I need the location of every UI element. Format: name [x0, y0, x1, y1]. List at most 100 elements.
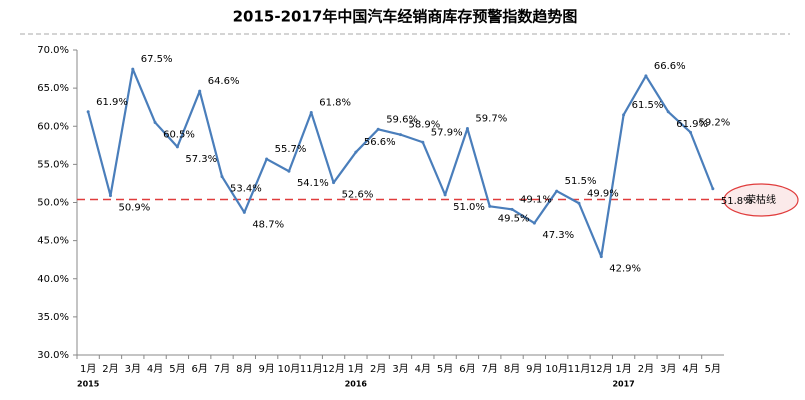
x-tick-label: 6月: [192, 363, 208, 375]
x-tick-label: 1月: [348, 363, 364, 375]
year-label: 2015: [77, 380, 100, 389]
data-label: 60.5%: [163, 129, 195, 140]
data-label: 49.1%: [520, 194, 552, 205]
data-label: 61.9%: [96, 97, 128, 108]
data-point: [622, 113, 626, 117]
data-label: 66.6%: [654, 61, 686, 72]
data-point: [577, 201, 581, 205]
data-point: [555, 189, 559, 193]
data-label: 64.6%: [208, 76, 240, 87]
data-label: 49.9%: [587, 188, 619, 199]
data-point: [354, 150, 358, 154]
data-point: [309, 111, 313, 115]
data-label: 54.1%: [297, 178, 329, 189]
data-point: [287, 169, 291, 173]
data-point: [510, 207, 514, 211]
x-tick-label: 8月: [236, 363, 252, 375]
data-label: 57.9%: [431, 127, 463, 138]
data-point: [376, 127, 380, 131]
x-tick-label: 2月: [638, 363, 654, 375]
y-tick-label: 50.0%: [37, 198, 69, 209]
y-tick-label: 35.0%: [37, 312, 69, 323]
y-tick-label: 40.0%: [37, 274, 69, 285]
data-label: 47.3%: [542, 230, 574, 241]
x-tick-label: 7月: [214, 363, 230, 375]
year-label: 2016: [345, 380, 368, 389]
x-tick-label: 5月: [169, 363, 185, 375]
x-tick-label: 2月: [102, 363, 118, 375]
data-point: [332, 181, 336, 185]
x-tick-label: 2月: [370, 363, 386, 375]
x-tick-label: 9月: [258, 363, 274, 375]
data-point: [644, 74, 648, 78]
data-label: 51.8%: [721, 196, 753, 207]
data-label: 42.9%: [609, 264, 641, 275]
data-point: [131, 67, 135, 71]
x-tick-label: 8月: [504, 363, 520, 375]
x-tick-label: 3月: [660, 363, 676, 375]
data-label: 51.5%: [565, 176, 597, 187]
y-tick-label: 30.0%: [37, 350, 69, 361]
data-label: 50.9%: [118, 203, 150, 214]
data-point: [599, 255, 603, 259]
data-label: 61.9%: [676, 119, 708, 130]
data-point: [532, 221, 536, 225]
data-label: 59.6%: [386, 114, 418, 125]
x-tick-label: 11月: [568, 363, 591, 375]
y-tick-label: 65.0%: [37, 83, 69, 94]
data-point: [399, 133, 402, 137]
data-label: 58.9%: [409, 120, 441, 131]
data-label: 59.2%: [699, 117, 731, 128]
data-point: [443, 193, 447, 197]
data-label: 48.7%: [252, 219, 284, 230]
data-point: [421, 140, 425, 144]
data-label: 53.4%: [230, 184, 262, 195]
x-tick-label: 9月: [526, 363, 542, 375]
x-tick-label: 10月: [545, 363, 568, 375]
data-point: [153, 120, 157, 124]
x-tick-label: 4月: [415, 363, 431, 375]
x-tick-label: 10月: [278, 363, 301, 375]
x-tick-label: 4月: [682, 363, 698, 375]
data-point: [465, 127, 469, 131]
x-tick-label: 4月: [147, 363, 163, 375]
data-point: [198, 89, 202, 93]
data-line: [87, 67, 714, 258]
data-point: [86, 110, 90, 114]
x-tick-label: 12月: [590, 363, 613, 375]
x-tick-label: 3月: [392, 363, 408, 375]
data-label: 61.5%: [632, 100, 664, 111]
year-label: 2017: [612, 380, 634, 389]
data-point: [175, 145, 179, 149]
y-tick-label: 70.0%: [37, 45, 69, 56]
data-label: 57.3%: [185, 154, 217, 165]
data-point: [666, 110, 670, 114]
data-point: [108, 194, 112, 198]
x-tick-label: 1月: [615, 363, 631, 375]
data-label: 59.7%: [475, 114, 507, 125]
data-label: 56.6%: [364, 137, 396, 148]
x-tick-label: 5月: [437, 363, 453, 375]
chart-title: 2015-2017年中国汽车经销商库存预警指数趋势图: [233, 8, 578, 26]
data-point: [689, 130, 693, 134]
data-point: [488, 204, 492, 208]
x-tick-label: 12月: [322, 363, 345, 375]
data-label: 49.5%: [498, 213, 530, 224]
data-label: 67.5%: [141, 54, 173, 65]
x-tick-label: 5月: [705, 363, 721, 375]
y-tick-label: 45.0%: [37, 236, 69, 247]
x-tick-label: 3月: [125, 363, 141, 375]
reference-badge: [723, 183, 799, 217]
x-tick-label: 11月: [300, 363, 323, 375]
data-label: 55.7%: [275, 144, 307, 155]
data-label: 51.0%: [453, 202, 485, 213]
y-tick-label: 60.0%: [37, 121, 69, 132]
data-label: 61.8%: [319, 98, 351, 109]
data-point: [220, 175, 224, 179]
data-label: 52.6%: [342, 190, 374, 201]
x-tick-label: 6月: [459, 363, 475, 375]
x-tick-label: 7月: [482, 363, 498, 375]
reference-label: 荣枯线: [746, 193, 776, 206]
data-point: [265, 157, 269, 161]
